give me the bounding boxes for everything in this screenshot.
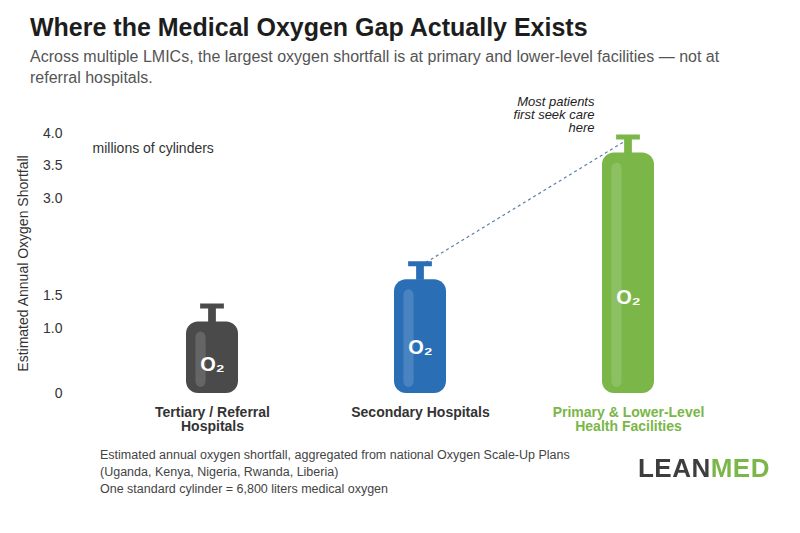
svg-text:millions of cylinders: millions of cylinders	[93, 140, 214, 156]
html-text:Across multiple LMICs, the lar: Across multiple LMICs, the largest oxyge…	[30, 48, 720, 86]
svg-text:Most patientsfirst seek carehe: Most patientsfirst seek carehere	[514, 94, 595, 135]
html-text:LEANMED: LEANMED	[637, 453, 770, 483]
html-text:Estimated annual oxygen shortf: Estimated annual oxygen shortfall, aggre…	[100, 448, 570, 462]
svg-text:1.0: 1.0	[43, 320, 63, 336]
html-text:(Uganda, Kenya, Nigeria, Rwand: (Uganda, Kenya, Nigeria, Rwanda, Liberia…	[100, 465, 339, 479]
svg-text:O₂: O₂	[616, 286, 640, 308]
svg-text:3.0: 3.0	[43, 190, 63, 206]
svg-text:4.0: 4.0	[43, 125, 63, 141]
svg-text:0: 0	[55, 385, 63, 401]
html-text:One standard cylinder = 6,800: One standard cylinder = 6,800 liters med…	[100, 482, 388, 496]
svg-text:O₂: O₂	[408, 336, 432, 358]
svg-text:Estimated Annual Oxygen Shortf: Estimated Annual Oxygen Shortfall	[15, 155, 31, 371]
html-text:Where the Medical Oxygen Gap A: Where the Medical Oxygen Gap Actually Ex…	[30, 13, 588, 41]
svg-text:1.5: 1.5	[43, 287, 63, 303]
svg-text:Primary & Lower-LevelHealth Fa: Primary & Lower-LevelHealth Facilities	[553, 404, 705, 434]
svg-text:O₂: O₂	[200, 353, 224, 375]
svg-text:Secondary Hospitals: Secondary Hospitals	[351, 404, 490, 420]
svg-text:Tertiary / ReferralHospitals: Tertiary / ReferralHospitals	[155, 404, 270, 434]
svg-text:3.5: 3.5	[43, 157, 63, 173]
